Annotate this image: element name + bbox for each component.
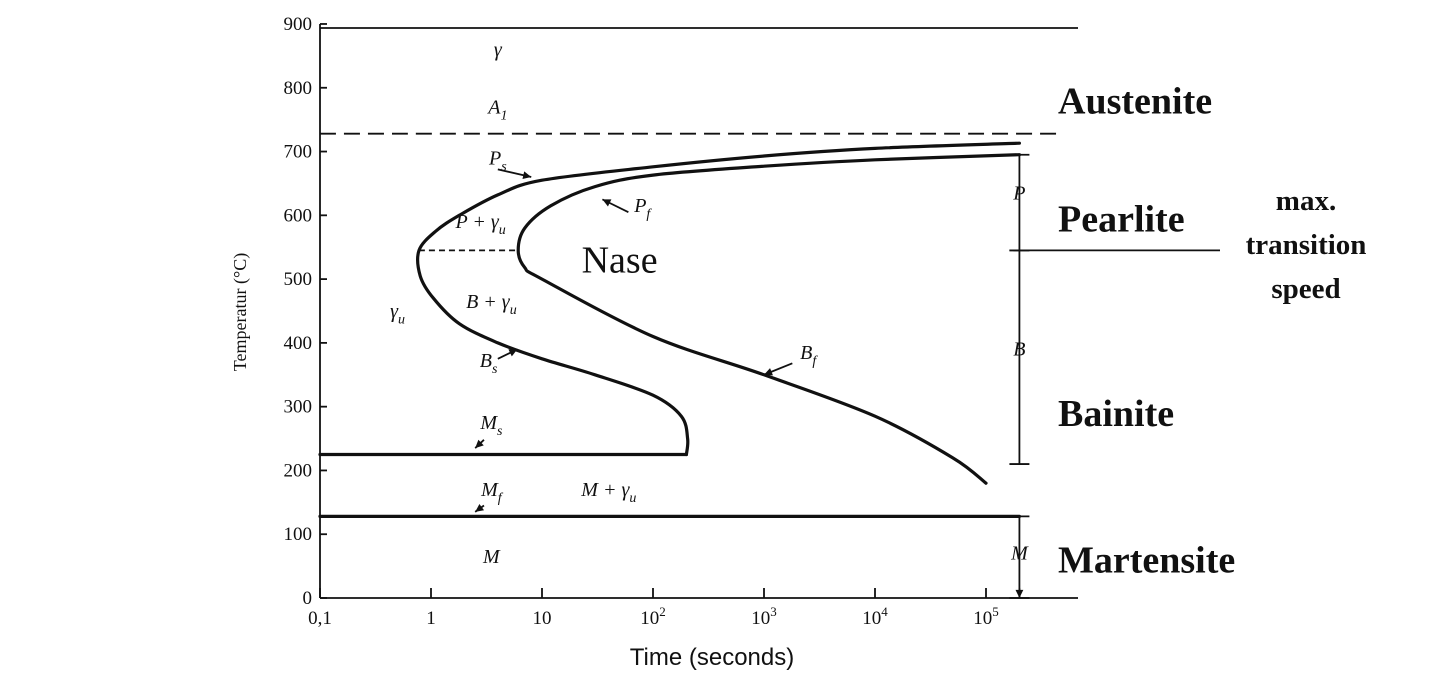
y-ticks: 0 100 200 300 400 500 600 700 800 900: [284, 14, 327, 609]
x-ticks: 0,1 1 10 102 103 104 105: [308, 588, 999, 629]
annotation-p-gu: P + γu: [455, 211, 506, 238]
region-labels: γ A1 Ps Pf P + γu B + γu γu Bs Bf Ms Mf M + γu M P B M: [390, 39, 1029, 568]
pointer-arrow-head: [475, 503, 485, 512]
annotation-m: M: [482, 546, 501, 568]
x-tick-label: 0,1: [308, 608, 332, 629]
annotation-ms: Ms: [479, 412, 503, 439]
annotation-range-p: P: [1012, 182, 1025, 204]
x-tick-label: 104: [862, 604, 888, 629]
pointer-arrow-head: [764, 368, 773, 376]
y-tick-label: 300: [284, 397, 313, 418]
pointer-arrows: [474, 168, 1024, 598]
y-tick-label: 200: [284, 460, 313, 481]
y-tick-label: 600: [284, 205, 313, 226]
annotation-b-gu: B + γu: [466, 291, 517, 318]
phase-label-austenite: Austenite: [1058, 81, 1212, 123]
x-tick-label: 105: [973, 604, 999, 629]
x-tick-label: 1: [426, 608, 436, 629]
y-tick-label: 400: [284, 333, 313, 354]
annotation-range-m: M: [1010, 543, 1029, 565]
annotation-mf: Mf: [480, 479, 504, 506]
annotation-gu: γu: [390, 300, 405, 327]
annotation-bs: Bs: [480, 350, 498, 377]
pointer-arrow-head: [1015, 589, 1024, 598]
x-tick-label: 10: [533, 608, 552, 629]
y-tick-label: 500: [284, 269, 313, 290]
phase-label-martensite: Martensite: [1058, 540, 1235, 582]
x-tick-label: 102: [640, 604, 666, 629]
annotation-range-b: B: [1013, 339, 1025, 361]
annotation-gamma: γ: [494, 39, 503, 61]
pointer-arrow-head: [602, 199, 612, 207]
curves: [318, 132, 1220, 519]
transition-label-line: max.: [1276, 185, 1336, 217]
y-tick-label: 900: [284, 14, 313, 35]
series-pf-bf: [516, 153, 1021, 485]
axes: 0 100 200 300 400 500 600 700 800 900 0,1 1 10 102 10…: [230, 14, 1078, 671]
annotation-pf: Pf: [633, 195, 652, 222]
y-tick-label: 800: [284, 78, 313, 99]
transition-label-line: speed: [1271, 273, 1340, 305]
pointer-arrow-head: [475, 439, 484, 449]
annotation-ps: Ps: [488, 147, 507, 174]
y-tick-label: 100: [284, 524, 313, 545]
annotation-m-gu: M + γu: [580, 479, 636, 506]
x-tick-label: 103: [751, 604, 777, 629]
pointer-arrow-head: [508, 349, 518, 357]
nase-label: Nase: [582, 240, 658, 282]
y-tick-label: 700: [284, 142, 313, 163]
series-ps-bs: [416, 141, 1021, 457]
annotation-a1: A1: [486, 96, 507, 123]
y-tick-label: 0: [303, 588, 313, 609]
annotation-bf: Bf: [800, 342, 818, 369]
y-axis-title: Temperatur (°C): [230, 253, 251, 371]
x-axis-title: Time (seconds): [630, 644, 794, 671]
range-brackets: [1009, 153, 1030, 599]
phase-labels: Austenite Pearlite Bainite Martensite: [1058, 81, 1235, 582]
transition-label-line: transition: [1246, 229, 1367, 261]
phase-label-bainite: Bainite: [1058, 393, 1174, 435]
transition-speed-label: max. transition speed: [1246, 185, 1367, 305]
phase-label-pearlite: Pearlite: [1058, 199, 1185, 241]
pointer-arrow-head: [522, 171, 532, 180]
